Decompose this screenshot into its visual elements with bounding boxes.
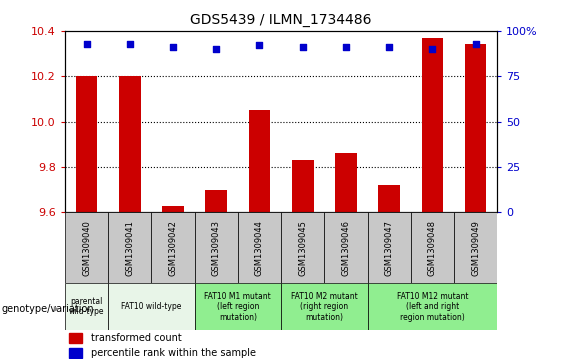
Bar <box>335 154 357 212</box>
Text: parental
wild-type: parental wild-type <box>69 297 105 317</box>
Text: GSM1309047: GSM1309047 <box>385 220 394 276</box>
Bar <box>465 44 486 212</box>
Text: FAT10 M1 mutant
(left region
mutation): FAT10 M1 mutant (left region mutation) <box>205 292 271 322</box>
Bar <box>238 212 281 283</box>
Bar <box>69 333 82 343</box>
Bar <box>194 283 281 330</box>
Point <box>82 41 91 46</box>
Text: percentile rank within the sample: percentile rank within the sample <box>91 348 256 358</box>
Point <box>471 41 480 46</box>
Bar <box>367 283 497 330</box>
Bar <box>379 185 400 212</box>
Text: genotype/variation: genotype/variation <box>1 304 94 314</box>
Text: FAT10 wild-type: FAT10 wild-type <box>121 302 181 311</box>
Text: GSM1309044: GSM1309044 <box>255 220 264 276</box>
Point <box>385 44 394 50</box>
Bar <box>454 212 497 283</box>
Text: FAT10 M2 mutant
(right region
mutation): FAT10 M2 mutant (right region mutation) <box>291 292 358 322</box>
Bar <box>421 38 443 212</box>
Point <box>298 44 307 50</box>
Title: GDS5439 / ILMN_1734486: GDS5439 / ILMN_1734486 <box>190 13 372 27</box>
Bar <box>65 212 108 283</box>
Point <box>255 42 264 48</box>
Bar <box>194 212 238 283</box>
Text: GSM1309043: GSM1309043 <box>212 220 221 276</box>
Text: GSM1309041: GSM1309041 <box>125 220 134 276</box>
Bar <box>65 283 108 330</box>
Point <box>125 41 134 46</box>
Text: GSM1309046: GSM1309046 <box>341 220 350 276</box>
Point <box>168 44 177 50</box>
Text: GSM1309042: GSM1309042 <box>168 220 177 276</box>
Bar <box>76 76 97 212</box>
Text: FAT10 M12 mutant
(left and right
region mutation): FAT10 M12 mutant (left and right region … <box>397 292 468 322</box>
Bar <box>151 212 194 283</box>
Bar <box>108 283 194 330</box>
Bar <box>292 160 314 212</box>
Bar <box>108 212 151 283</box>
Bar <box>249 110 270 212</box>
Bar <box>281 212 324 283</box>
Text: GSM1309045: GSM1309045 <box>298 220 307 276</box>
Bar <box>281 283 367 330</box>
Bar <box>162 205 184 212</box>
Text: transformed count: transformed count <box>91 334 182 343</box>
Bar <box>411 212 454 283</box>
Text: GSM1309049: GSM1309049 <box>471 220 480 276</box>
Bar <box>69 348 82 358</box>
Point <box>212 46 221 52</box>
Text: GSM1309048: GSM1309048 <box>428 220 437 276</box>
Text: GSM1309040: GSM1309040 <box>82 220 91 276</box>
Point <box>341 44 350 50</box>
Bar <box>119 76 141 212</box>
Point <box>428 46 437 52</box>
Bar <box>206 190 227 212</box>
Bar <box>324 212 368 283</box>
Bar <box>367 212 411 283</box>
